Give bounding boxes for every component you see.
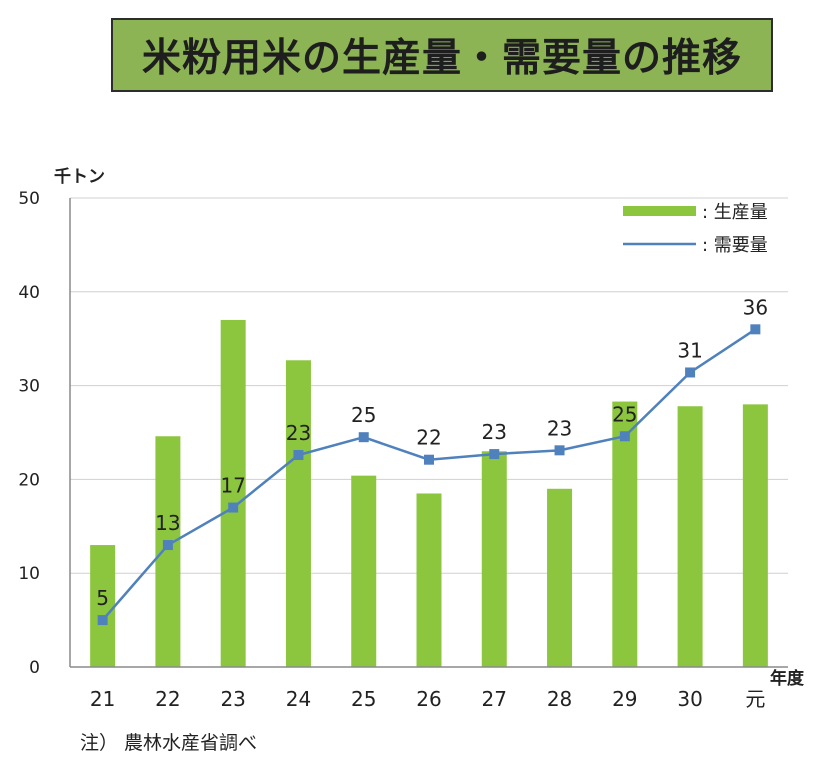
bar-production: [416, 493, 442, 667]
demand-point: [750, 324, 761, 335]
demand-point: [358, 432, 369, 443]
source-note: 注） 農林水産省調べ: [80, 732, 258, 754]
bar-production: [155, 436, 181, 667]
demand-point: [424, 454, 434, 465]
x-axis-label: 年度: [770, 668, 805, 689]
x-tick-label: 25: [351, 687, 376, 711]
demand-data-label: 17: [220, 474, 245, 498]
legend-label-production: : 生産量: [702, 202, 768, 223]
bar-production: [547, 488, 573, 667]
demand-data-label: 25: [351, 403, 376, 427]
y-tick-label: 10: [18, 564, 40, 584]
demand-point: [489, 449, 500, 460]
x-tick-label: 24: [286, 687, 311, 711]
bar-production: [677, 406, 703, 667]
y-axis-unit-label: 千トン: [54, 167, 105, 187]
x-tick-label: 21: [90, 687, 115, 711]
bar-production: [90, 545, 116, 667]
chart-title: 米粉用米の生産量・需要量の推移: [111, 18, 773, 92]
bar-production: [220, 319, 246, 667]
line-series-demand: [97, 324, 761, 626]
demand-point: [162, 540, 173, 551]
y-tick-label: 20: [18, 470, 40, 490]
x-tick-label: 27: [482, 687, 507, 711]
demand-point: [685, 367, 696, 378]
bar-production: [351, 475, 377, 667]
y-tick-label: 30: [18, 377, 40, 397]
bar-production: [285, 360, 311, 667]
legend-swatch-production: [623, 206, 696, 216]
demand-data-label: 23: [482, 420, 507, 444]
demand-data-label: 25: [612, 402, 637, 426]
demand-data-label: 23: [286, 421, 311, 445]
x-tick-label: 30: [677, 687, 702, 711]
demand-point: [554, 445, 565, 456]
bar-production: [742, 404, 768, 667]
demand-data-label: 22: [416, 426, 441, 450]
demand-point: [293, 450, 304, 461]
x-tick-label: 28: [547, 687, 572, 711]
demand-point: [228, 502, 239, 513]
demand-data-label: 13: [155, 511, 180, 535]
demand-data-label: 23: [547, 416, 572, 440]
data-labels: 5 13 17 23 25 22 23 23 25 31 36: [96, 295, 768, 610]
x-tick-label: 29: [612, 687, 637, 711]
gridlines: [70, 197, 788, 574]
x-tick-label: 23: [220, 687, 245, 711]
legend-label-demand: : 需要量: [702, 235, 768, 256]
x-tick-label: 26: [416, 687, 441, 711]
demand-data-label: 31: [677, 338, 702, 362]
bar-production: [481, 451, 507, 667]
bar-series-production: [90, 319, 768, 667]
x-tick-label: 22: [155, 687, 180, 711]
demand-data-label: 5: [96, 586, 109, 610]
y-tick-label: 0: [29, 658, 40, 678]
demand-point: [619, 431, 630, 442]
y-tick-label: 40: [18, 283, 40, 303]
demand-point: [97, 615, 108, 626]
y-tick-label: 50: [18, 189, 40, 209]
bar-production: [612, 401, 638, 667]
x-tick-label: 元: [745, 687, 765, 711]
demand-data-label: 36: [743, 295, 768, 319]
legend: : 生産量 : 需要量: [623, 202, 768, 256]
